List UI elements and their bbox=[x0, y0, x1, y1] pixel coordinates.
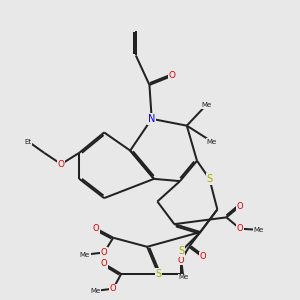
Text: O: O bbox=[110, 284, 116, 293]
Text: Me: Me bbox=[80, 252, 90, 258]
Text: Et: Et bbox=[25, 139, 32, 145]
Text: O: O bbox=[237, 224, 243, 233]
Text: O: O bbox=[199, 253, 206, 262]
Text: Me: Me bbox=[253, 227, 263, 233]
Text: O: O bbox=[93, 224, 100, 233]
Text: S: S bbox=[155, 269, 162, 279]
Text: Me: Me bbox=[178, 274, 188, 280]
Text: O: O bbox=[101, 259, 107, 268]
Text: N: N bbox=[148, 114, 155, 124]
Text: Me: Me bbox=[201, 102, 211, 108]
Text: O: O bbox=[178, 256, 184, 265]
Text: O: O bbox=[58, 160, 64, 169]
Text: Me: Me bbox=[207, 139, 217, 145]
Text: S: S bbox=[206, 174, 212, 184]
Text: O: O bbox=[101, 248, 107, 257]
Text: Me: Me bbox=[90, 288, 100, 294]
Text: S: S bbox=[178, 246, 184, 256]
Text: O: O bbox=[169, 71, 176, 80]
Text: O: O bbox=[237, 202, 243, 211]
